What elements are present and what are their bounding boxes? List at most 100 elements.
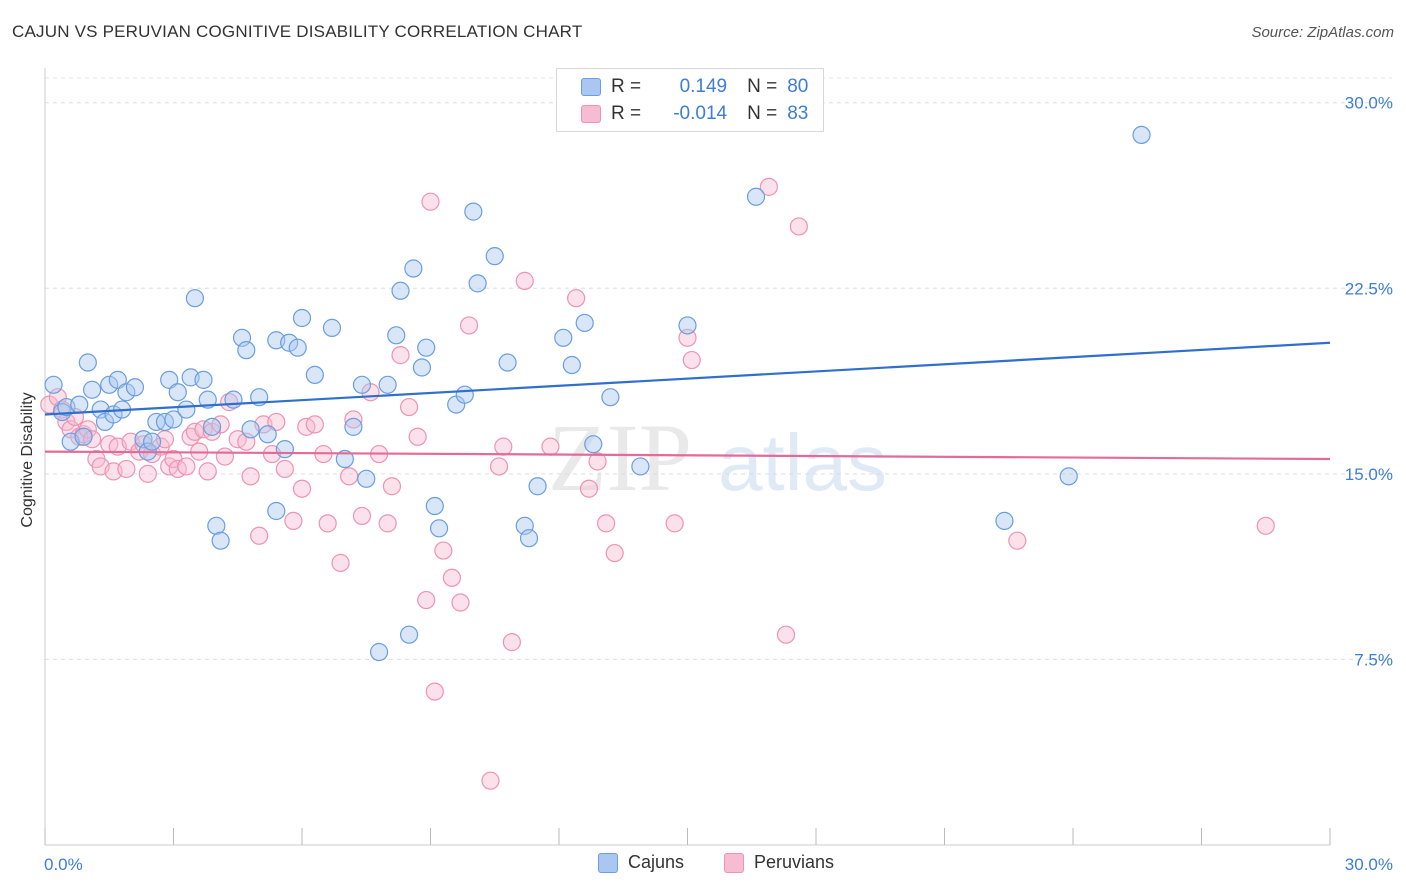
- peruvians-point: [665, 514, 684, 533]
- bottom-legend-cajuns: Cajuns: [598, 852, 684, 873]
- x-tick-label: 0.0%: [44, 855, 83, 874]
- peruvians-point: [1256, 516, 1275, 535]
- cajuns-point: [322, 318, 342, 337]
- peruvians-point: [605, 543, 624, 563]
- cajuns-point: [575, 313, 594, 333]
- peruvians-point: [494, 437, 513, 456]
- cajuns-point: [125, 378, 145, 397]
- cajuns-point: [678, 316, 697, 335]
- cajuns-legend-swatch: [598, 852, 618, 873]
- cajuns-point: [198, 390, 217, 409]
- peruvians-point: [318, 514, 337, 533]
- legend-row-cajuns: R = 0.149 N = 80: [581, 75, 808, 99]
- grid-lines: [45, 77, 1392, 660]
- peruvians-point: [275, 459, 294, 479]
- cajuns-point: [562, 355, 581, 375]
- peruvians-point: [425, 682, 444, 701]
- cajuns-points: [44, 125, 1151, 662]
- cajuns-point: [584, 435, 603, 454]
- cajuns-point: [258, 425, 277, 444]
- peruvians-point: [417, 590, 436, 610]
- cajuns-point: [168, 383, 187, 402]
- stats-legend: R = 0.149 N = 80 R = -0.014 N = 83: [556, 68, 824, 132]
- cajuns-point: [211, 531, 230, 550]
- y-tick-label: 7.5%: [1354, 650, 1393, 669]
- peruvians-point: [399, 397, 419, 417]
- cajuns-point: [305, 365, 324, 385]
- cajuns-point: [224, 390, 243, 409]
- peruvians-trend-line: [44, 450, 1331, 461]
- watermark: ZIP atlas: [548, 404, 887, 511]
- peruvians-point: [340, 467, 359, 486]
- cajuns-trend-line: [44, 341, 1331, 416]
- cajuns-point: [275, 440, 294, 459]
- peruvians-point: [138, 464, 157, 483]
- peruvians-r-value: -0.014: [673, 103, 728, 124]
- peruvians-legend-label: Peruvians: [754, 852, 835, 872]
- cajuns-point: [207, 516, 226, 535]
- peruvians-point: [215, 447, 234, 466]
- cajuns-point: [164, 410, 183, 429]
- n-label: N =: [747, 103, 778, 124]
- cajuns-point: [417, 338, 436, 357]
- chart-source: Source: ZipAtlas.com: [1251, 24, 1394, 41]
- peruvians-point: [502, 633, 521, 652]
- cajuns-point: [241, 420, 260, 439]
- peruvians-point: [776, 625, 796, 644]
- peruvians-swatch: [581, 105, 601, 123]
- peruvians-point: [378, 514, 397, 533]
- cajuns-r-value: 0.149: [679, 76, 728, 97]
- cajuns-point: [519, 529, 539, 548]
- peruvians-point: [382, 477, 402, 496]
- cajuns-point: [202, 417, 222, 436]
- cajuns-swatch: [581, 78, 601, 96]
- cajuns-point: [425, 496, 444, 516]
- peruvians-point: [305, 415, 324, 434]
- cajuns-point: [352, 375, 372, 394]
- cajuns-point: [185, 289, 205, 308]
- cajuns-point: [177, 400, 196, 419]
- cajuns-point: [194, 370, 213, 389]
- cajuns-point: [387, 326, 406, 345]
- cajuns-point: [554, 328, 573, 347]
- peruvians-point: [177, 457, 196, 476]
- cajuns-point: [108, 370, 127, 389]
- r-label: R =: [611, 103, 642, 124]
- y-tick-label: 15.0%: [1345, 465, 1393, 484]
- peruvians-point: [1008, 531, 1027, 550]
- cajuns-point: [412, 358, 432, 377]
- peruvians-point: [789, 217, 808, 236]
- cajuns-point: [344, 417, 363, 436]
- peruvians-point: [241, 467, 260, 486]
- peruvians-point: [284, 511, 303, 530]
- cajuns-point: [399, 625, 419, 644]
- peruvians-point: [759, 177, 778, 196]
- cajuns-point: [995, 511, 1014, 530]
- peruvians-point: [434, 541, 453, 560]
- peruvians-point: [541, 437, 560, 456]
- watermark-zip: ZIP: [548, 404, 692, 511]
- cajuns-point: [631, 457, 650, 476]
- r-label: R =: [611, 76, 642, 97]
- cajuns-point: [335, 449, 354, 469]
- cajuns-point: [404, 259, 423, 278]
- cajuns-point: [391, 281, 410, 300]
- bottom-legend-peruvians: Peruvians: [724, 852, 834, 873]
- tick-labels: 7.5% 15.0% 22.5% 30.0% 0.0% 30.0%: [44, 94, 1393, 874]
- cajuns-point: [292, 308, 312, 328]
- cajuns-n-value: 80: [787, 76, 809, 97]
- cajuns-point: [528, 477, 547, 496]
- n-label: N =: [747, 76, 778, 97]
- cajuns-point: [267, 501, 286, 521]
- cajuns-point: [1059, 467, 1078, 486]
- cajuns-point: [464, 202, 483, 221]
- cajuns-point: [498, 353, 517, 372]
- cajuns-point: [117, 383, 136, 402]
- peruvians-point: [481, 771, 500, 790]
- peruvians-point: [250, 526, 269, 545]
- peruvians-point: [331, 553, 350, 573]
- peruvians-point: [459, 316, 479, 335]
- legend-row-peruvians: R = -0.014 N = 83: [581, 102, 808, 126]
- axes: [44, 68, 1331, 846]
